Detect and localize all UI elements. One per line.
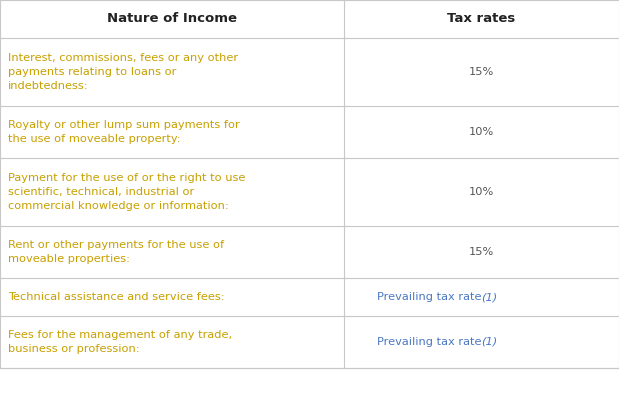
Text: Interest, commissions, fees or any other
payments relating to loans or
indebtedn: Interest, commissions, fees or any other… xyxy=(8,53,238,91)
Text: Royalty or other lump sum payments for
the use of moveable property:: Royalty or other lump sum payments for t… xyxy=(8,120,240,144)
Text: 10%: 10% xyxy=(469,127,494,137)
Text: Nature of Income: Nature of Income xyxy=(106,12,237,26)
Text: Payment for the use of or the right to use
scientific, technical, industrial or
: Payment for the use of or the right to u… xyxy=(8,174,245,210)
Text: (1): (1) xyxy=(482,292,498,302)
Text: Fees for the management of any trade,
business or profession:: Fees for the management of any trade, bu… xyxy=(8,330,232,354)
Text: Technical assistance and service fees:: Technical assistance and service fees: xyxy=(8,292,225,302)
Text: 10%: 10% xyxy=(469,187,494,197)
Text: 15%: 15% xyxy=(469,67,494,77)
Text: 15%: 15% xyxy=(469,247,494,257)
Text: Rent or other payments for the use of
moveable properties:: Rent or other payments for the use of mo… xyxy=(8,240,224,264)
Text: Prevailing tax rate: Prevailing tax rate xyxy=(377,292,482,302)
Text: Prevailing tax rate: Prevailing tax rate xyxy=(377,337,482,347)
Text: Tax rates: Tax rates xyxy=(447,12,516,26)
Text: (1): (1) xyxy=(482,337,498,347)
